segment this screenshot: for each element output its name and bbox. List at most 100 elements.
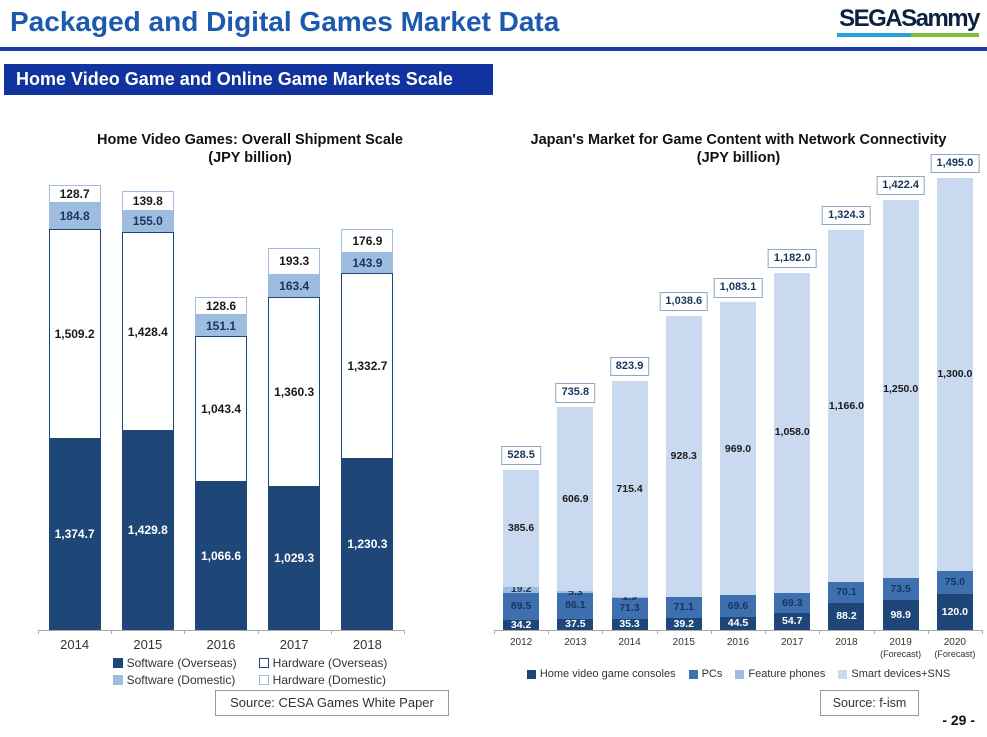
axis-tick (494, 630, 495, 634)
axis-tick (330, 630, 332, 634)
legend-swatch-hardware-overseas (258, 658, 269, 668)
segment-software-domestic-2016 (195, 315, 247, 337)
segment-home-video-game-consoles-2013 (557, 618, 594, 630)
legend-item-pcs: PCs (688, 668, 723, 680)
segment-smart-devices-sns-2017 (774, 272, 811, 593)
segment-hardware-overseas-2017 (268, 297, 321, 487)
total-label: 1,495.0 (930, 153, 980, 174)
total-label: 1,083.1 (713, 278, 763, 298)
category-label-2014: 2014 (60, 637, 90, 652)
chart-subtitle: (JPY billion) (696, 150, 781, 166)
legend-swatch-software-domestic (112, 675, 123, 685)
segment-home-video-game-consoles-2019 (882, 600, 919, 630)
segment-pcs-2012 (503, 592, 540, 620)
category-label-2018: 2018 (835, 637, 858, 648)
legend-swatch-hardware-domestic (258, 675, 269, 685)
segasammy-logo-text: SEGASammy (839, 5, 980, 32)
total-label: 1,422.4 (876, 175, 926, 196)
legend-label: Smart devices+SNS (851, 668, 951, 680)
segment-hardware-domestic-2016 (195, 297, 247, 316)
segment-software-domestic-2018 (341, 253, 394, 274)
segment-feature-phones-2013 (557, 591, 594, 593)
x-axis (494, 630, 982, 631)
category-label-2015: 2015 (133, 637, 163, 652)
legend-label: Software (Overseas) (126, 656, 237, 670)
segment-pcs-2014 (611, 597, 648, 620)
segment-software-overseas-2018 (341, 458, 394, 630)
segment-home-video-game-consoles-2018 (828, 603, 865, 630)
plot-area: 1,374.7 1,509.2 184.8 128.7 2014 1,429.8 1,428… (30, 128, 470, 728)
axis-tick (548, 630, 550, 634)
legend-swatch-home-video-game-consoles (526, 669, 536, 679)
axis-tick (873, 630, 875, 634)
category-label-2017: 2017 (279, 637, 309, 652)
legend-swatch-smart-devices-sns (838, 669, 848, 679)
legend-label: Hardware (Overseas) (272, 656, 388, 670)
total-label: 1,038.6 (659, 291, 709, 312)
segment-hardware-overseas-2015 (121, 232, 174, 431)
legend-item-software-overseas: Software (Overseas) (112, 656, 237, 670)
category-sublabel: (Forecast) (880, 649, 922, 659)
total-label: 735.8 (555, 383, 596, 403)
segment-home-video-game-consoles-2015 (665, 618, 702, 630)
axis-tick (927, 630, 929, 634)
category-label-2019: 2019 (Forecast) (880, 637, 922, 659)
header-divider (0, 47, 987, 51)
segment-smart-devices-sns-2012 (503, 470, 540, 587)
segment-smart-devices-sns-2020 (936, 177, 973, 572)
legend-label: Hardware (Domestic) (272, 673, 387, 687)
page-title: Packaged and Digital Games Market Data (10, 6, 560, 37)
legend-items: Home video game consoles PCs Feature phone… (490, 668, 987, 680)
segment-smart-devices-sns-2016 (720, 302, 756, 596)
page-number: - 29 - (942, 712, 975, 728)
segasammy-logo: SEGASammy (837, 5, 981, 37)
segment-pcs-2016 (720, 595, 756, 617)
legend-label: Software (Domestic) (126, 673, 236, 687)
total-label: 1,182.0 (767, 248, 817, 268)
segment-pcs-2013 (557, 592, 594, 619)
legend-swatch-software-overseas (112, 658, 123, 668)
segment-hardware-overseas-2014 (48, 228, 101, 439)
legend-label: Home video game consoles (539, 668, 676, 680)
total-label: 823.9 (609, 356, 650, 377)
segment-pcs-2015 (665, 596, 702, 619)
axis-tick (404, 630, 405, 634)
segment-hardware-overseas-2018 (341, 273, 394, 459)
chart-title: Japan's Market for Game Content with Net… (530, 132, 947, 148)
axis-tick (38, 630, 39, 634)
legend-label: PCs (701, 668, 723, 680)
category-label-2013: 2013 (564, 637, 587, 648)
legend-item-software-domestic: Software (Domestic) (112, 673, 237, 687)
chart-network-games: Japan's Market for Game Content with Net… (490, 128, 987, 728)
category-label-2012: 2012 (509, 637, 533, 648)
legend-swatch-feature-phones (735, 669, 745, 679)
axis-tick (602, 630, 604, 634)
category-label-2018: 2018 (352, 637, 382, 652)
segment-home-video-game-consoles-2020 (936, 593, 973, 630)
segment-pcs-2020 (936, 571, 973, 594)
source-text: Source: f-ism (832, 696, 907, 710)
segment-hardware-overseas-2016 (195, 336, 247, 482)
segment-pcs-2018 (828, 582, 865, 604)
segment-software-overseas-2016 (195, 481, 247, 630)
axis-tick (257, 630, 259, 634)
category-label-2020: 2020 (Forecast) (934, 637, 976, 659)
x-axis (38, 630, 404, 631)
category-label-2014: 2014 (618, 637, 641, 648)
section-banner: Home Video Game and Online Game Markets … (4, 64, 493, 95)
axis-tick (184, 630, 186, 634)
axis-tick (710, 630, 712, 634)
source-text: Source: CESA Games White Paper (230, 695, 434, 710)
chart-legend: Home video game consoles PCs Feature phone… (490, 668, 987, 680)
segment-pcs-2019 (882, 577, 919, 601)
segment-home-video-game-consoles-2012 (503, 619, 540, 630)
segment-home-video-game-consoles-2014 (611, 619, 648, 630)
axis-tick (111, 630, 113, 634)
segment-hardware-domestic-2014 (48, 184, 101, 203)
legend-items: Software (Overseas) Hardware (Overseas) So… (112, 656, 388, 687)
category-label-2017: 2017 (781, 637, 804, 648)
segment-smart-devices-sns-2018 (828, 229, 865, 583)
segment-software-domestic-2014 (48, 202, 101, 229)
segment-smart-devices-sns-2015 (665, 315, 702, 597)
